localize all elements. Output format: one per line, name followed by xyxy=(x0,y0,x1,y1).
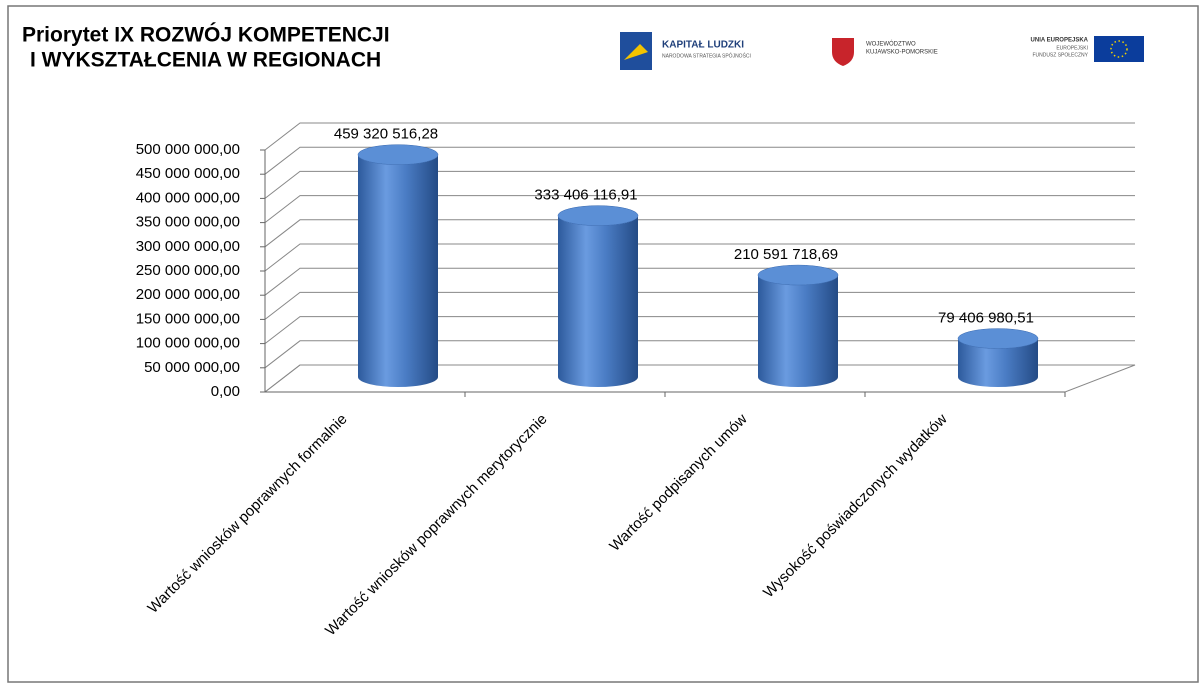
logo-text: EUROPEJSKI xyxy=(1056,45,1088,51)
grid-line xyxy=(264,170,1135,199)
y-tick-label: 300 000 000,00 xyxy=(136,238,240,255)
x-tick-label: Wartość wniosków poprawnych merytoryczni… xyxy=(322,411,551,640)
grid-line xyxy=(264,243,1135,272)
grid-line xyxy=(264,195,1135,223)
bar xyxy=(758,275,838,387)
logo-unia: UNIA EUROPEJSKA EUROPEJSKI FUNDUSZ SPOŁE… xyxy=(1031,36,1144,62)
grid-line xyxy=(264,267,1135,296)
x-tick-label: Wartość podpisanych umów xyxy=(606,411,750,555)
eu-flag xyxy=(1094,36,1144,62)
y-tick-label: 250 000 000,00 xyxy=(136,262,240,279)
y-tick-label: 450 000 000,00 xyxy=(136,165,240,182)
grid-line xyxy=(264,364,1135,393)
value-label: 459 320 516,28 xyxy=(334,126,438,143)
eu-stars xyxy=(1110,40,1128,58)
x-tick-label: Wysokość poświadczonych wydatków xyxy=(760,410,951,601)
value-label: 79 406 980,51 xyxy=(938,310,1034,327)
bar xyxy=(558,215,638,387)
y-tick-label: 50 000 000,00 xyxy=(144,359,240,376)
frame xyxy=(7,5,1199,683)
y-tick-label: 500 000 000,00 xyxy=(136,141,240,158)
logo-text: UNIA EUROPEJSKA xyxy=(1031,38,1089,44)
title-line: Priorytet IX ROZWÓJ KOMPETENCJI xyxy=(22,23,390,47)
logo-icon xyxy=(832,38,854,66)
bar xyxy=(958,338,1038,387)
bar-cap xyxy=(757,264,839,286)
bar-cap xyxy=(357,144,439,165)
grid-line xyxy=(264,340,1135,369)
logo-text: KAPITAŁ LUDZKI xyxy=(662,40,744,51)
title-line: I WYKSZTAŁCENIA W REGIONACH xyxy=(30,49,381,72)
grid-line xyxy=(264,122,1135,151)
bar-cap xyxy=(557,205,639,226)
logo-text: FUNDUSZ SPOŁECZNY xyxy=(1032,52,1088,58)
logo-icon xyxy=(624,44,648,60)
y-tick-label: 150 000 000,00 xyxy=(136,310,240,327)
grid-line xyxy=(264,146,1135,175)
x-tick-label: Wartość wniosków poprawnych formalnie xyxy=(144,411,350,617)
logo-text: NARODOWA STRATEGIA SPÓJNOŚCI xyxy=(662,51,751,59)
grid-line xyxy=(264,219,1135,248)
y-tick-label: 100 000 000,00 xyxy=(136,335,240,352)
logo-text: WOJEWÓDZTWO xyxy=(866,41,916,48)
y-tick-label: 350 000 000,00 xyxy=(136,214,240,231)
bar-cap xyxy=(957,328,1039,349)
logo-wojewodztwo: WOJEWÓDZTWO KUJAWSKO-POMORSKIE xyxy=(832,38,938,66)
logo-kapital: KAPITAŁ LUDZKI NARODOWA STRATEGIA SPÓJNO… xyxy=(620,32,751,70)
bar xyxy=(358,154,438,387)
grid-line xyxy=(264,316,1135,344)
y-tick-label: 400 000 000,00 xyxy=(136,189,240,206)
grid-line xyxy=(264,291,1135,320)
logo-text: KUJAWSKO-POMORSKIE xyxy=(866,50,938,56)
y-tick-label: 200 000 000,00 xyxy=(136,286,240,303)
value-label: 333 406 116,91 xyxy=(534,187,637,204)
y-tick-label: 0,00 xyxy=(211,383,240,400)
value-label: 210 591 718,69 xyxy=(734,246,838,263)
